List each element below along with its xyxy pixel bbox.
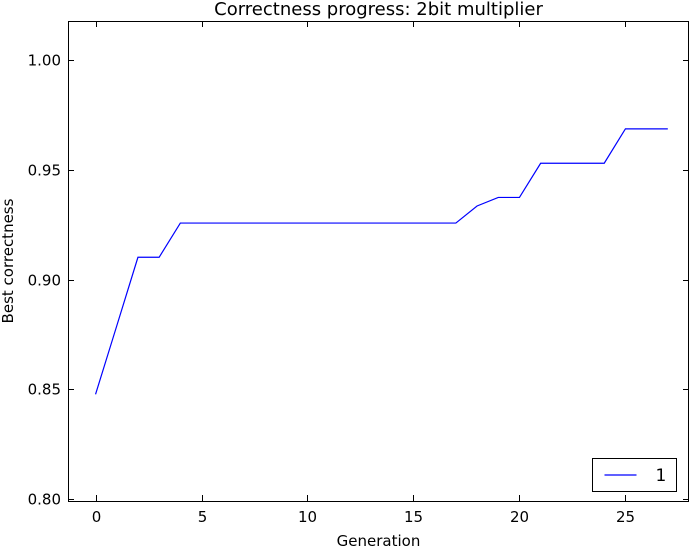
y-tick-label: 0.85 — [28, 381, 61, 399]
series-layer — [94, 128, 668, 395]
x-tick-label: 0 — [92, 508, 102, 526]
plot-frame — [68, 21, 689, 502]
legend: 1 — [592, 458, 677, 492]
series-line-1 — [94, 128, 668, 395]
x-tick-label: 10 — [298, 508, 317, 526]
ticks-layer: 0 5 10 15 20 25 0.80 0.85 0.90 0.95 1.00 — [28, 21, 689, 526]
legend-label: 1 — [656, 466, 667, 486]
x-tick-label: 25 — [616, 508, 635, 526]
x-tick-label: 5 — [198, 508, 208, 526]
x-tick-label: 15 — [404, 508, 423, 526]
y-tick-label: 1.00 — [28, 52, 61, 70]
y-tick-label: 0.95 — [28, 162, 61, 180]
x-axis-label: Generation — [337, 532, 421, 546]
x-tick-label: 20 — [510, 508, 529, 526]
y-tick-label: 0.80 — [28, 491, 61, 509]
chart-title: Correctness progress: 2bit multiplier — [214, 0, 543, 20]
y-axis-label: Best correctness — [0, 198, 17, 323]
y-tick-label: 0.90 — [28, 272, 61, 290]
